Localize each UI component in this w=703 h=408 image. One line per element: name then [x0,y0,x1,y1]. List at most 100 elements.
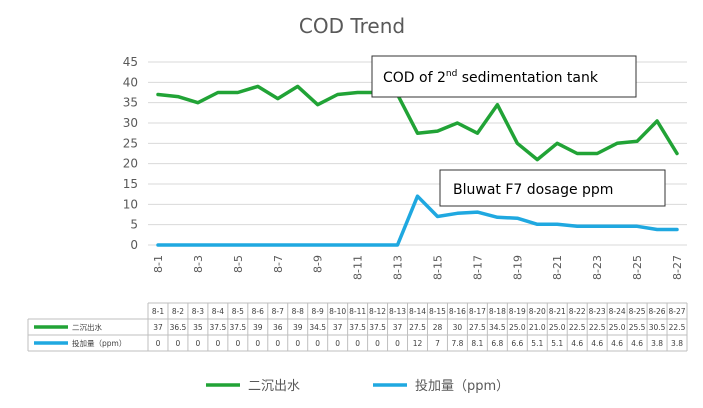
table-cell: 37.5 [229,323,246,332]
table-header-cell: 8-27 [669,307,686,316]
table-header-cell: 8-7 [272,307,284,316]
series-line-1 [156,194,679,247]
table-header-cell: 8-8 [292,307,304,316]
table-cell: 39 [293,323,303,332]
table-header-cell: 8-4 [212,307,224,316]
table-cell: 37.5 [369,323,386,332]
table-header-cell: 8-13 [389,307,406,316]
table-cell: 35 [193,323,203,332]
table-header-cell: 8-16 [449,307,466,316]
table-cell: 36 [273,323,283,332]
x-tick-label: 8-17 [471,255,484,280]
table-cell: 22.5 [589,323,606,332]
y-tick-label: 45 [123,55,138,69]
x-tick-label: 8-3 [192,255,205,273]
table-cell: 0 [176,339,181,348]
table-cell: 37 [393,323,403,332]
table-cell: 0 [235,339,240,348]
x-tick-label: 8-13 [392,255,405,280]
annotation-box-cod [371,55,637,98]
table-header-cell: 8-10 [329,307,346,316]
series-line-0 [156,84,679,162]
table-cell: 12 [413,339,423,348]
table-series-name: 投加量（ppm） [72,338,126,348]
legend: 二沉出水 投加量（ppm） [206,378,509,394]
table-cell: 39 [253,323,263,332]
table-header-cell: 8-23 [589,307,606,316]
legend-label-1: 投加量（ppm） [415,378,509,394]
x-tick-label: 8-15 [431,255,444,280]
table-cell: 4.6 [611,339,623,348]
table-cell: 0 [375,339,380,348]
table-cell: 4.6 [571,339,583,348]
table-cell: 0 [275,339,280,348]
table-header-cell: 8-24 [609,307,626,316]
data-table: 8-1 8-2 8-3 8-4 8-5 8-6 8-7 8-8 8-9 8-10 8-11 8-12 8… [27,302,688,352]
y-tick-label: 30 [123,116,138,130]
table-cell: 28 [433,323,443,332]
table-header-cell: 8-21 [549,307,566,316]
table-header-cell: 8-9 [312,307,324,316]
table-header-cell: 8-12 [369,307,386,316]
table-cell: 4.6 [631,339,643,348]
table-cell: 6.8 [491,339,503,348]
table-header-cell: 8-5 [232,307,244,316]
table-cell: 37 [333,323,343,332]
table-cell: 37.5 [349,323,366,332]
table-header-cell: 8-25 [629,307,646,316]
table-cell: 22.5 [669,323,686,332]
y-tick-label: 10 [123,197,138,211]
table-header-cell: 8-11 [349,307,366,316]
table-cell: 27.5 [409,323,426,332]
y-tick-label: 25 [123,136,138,150]
y-tick-label: 0 [130,238,138,252]
table-cell: 0 [395,339,400,348]
y-tick-label: 40 [123,75,138,89]
table-cell: 25.0 [549,323,566,332]
table-cell: 3.8 [651,339,663,348]
table-cell: 30.5 [649,323,666,332]
table-cell: 0 [196,339,201,348]
x-tick-label: 8-25 [631,255,644,280]
x-axis-ticks: 8-1 8-3 8-5 8-7 8-9 8-11 8-13 8-15 8-17 8-19 8-21 8… [152,255,684,280]
table-header-cell: 8-26 [649,307,666,316]
annotation-box-dosage [439,169,666,207]
table-cell: 0 [255,339,260,348]
y-tick-label: 20 [123,157,138,171]
table-cell: 25.5 [629,323,646,332]
y-axis-ticks: 0 5 10 15 20 25 30 35 40 45 [123,55,138,252]
x-tick-label: 8-19 [511,255,524,280]
annotation-cod: COD of 2nd sedimentation tank [383,69,599,86]
series-lines [156,84,679,247]
table-cell: 0 [315,339,320,348]
y-tick-label: 15 [123,177,138,191]
table-cell: 6.6 [511,339,523,348]
table-header-cell: 8-22 [569,307,586,316]
table-cell: 25.0 [609,323,626,332]
x-tick-label: 8-21 [551,255,564,280]
table-cell: 37.5 [210,323,227,332]
table-cell: 0 [156,339,161,348]
x-tick-label: 8-11 [352,255,365,280]
table-cell: 0 [215,339,220,348]
table-cell: 22.5 [569,323,586,332]
table-cell: 0 [355,339,360,348]
table-series-name: 二沉出水 [72,322,102,332]
table-cell: 27.5 [469,323,486,332]
annotation-dosage: Bluwat F7 dosage ppm [453,182,613,198]
table-header-cell: 8-14 [409,307,426,316]
table-cell: 37 [153,323,163,332]
table-cell: 34.5 [309,323,326,332]
table-header-cell: 8-20 [529,307,546,316]
table-header-cell: 8-1 [152,307,164,316]
x-tick-label: 8-5 [232,255,245,273]
table-cell: 21.0 [529,323,546,332]
annotations: COD of 2nd sedimentation tank Bluwat F7 d… [371,55,666,207]
table-cell: 7.8 [451,339,463,348]
table-cell: 0 [295,339,300,348]
table-cell: 25.0 [509,323,526,332]
table-header-cell: 8-18 [489,307,506,316]
x-tick-label: 8-27 [671,255,684,280]
x-tick-label: 8-9 [312,255,325,273]
